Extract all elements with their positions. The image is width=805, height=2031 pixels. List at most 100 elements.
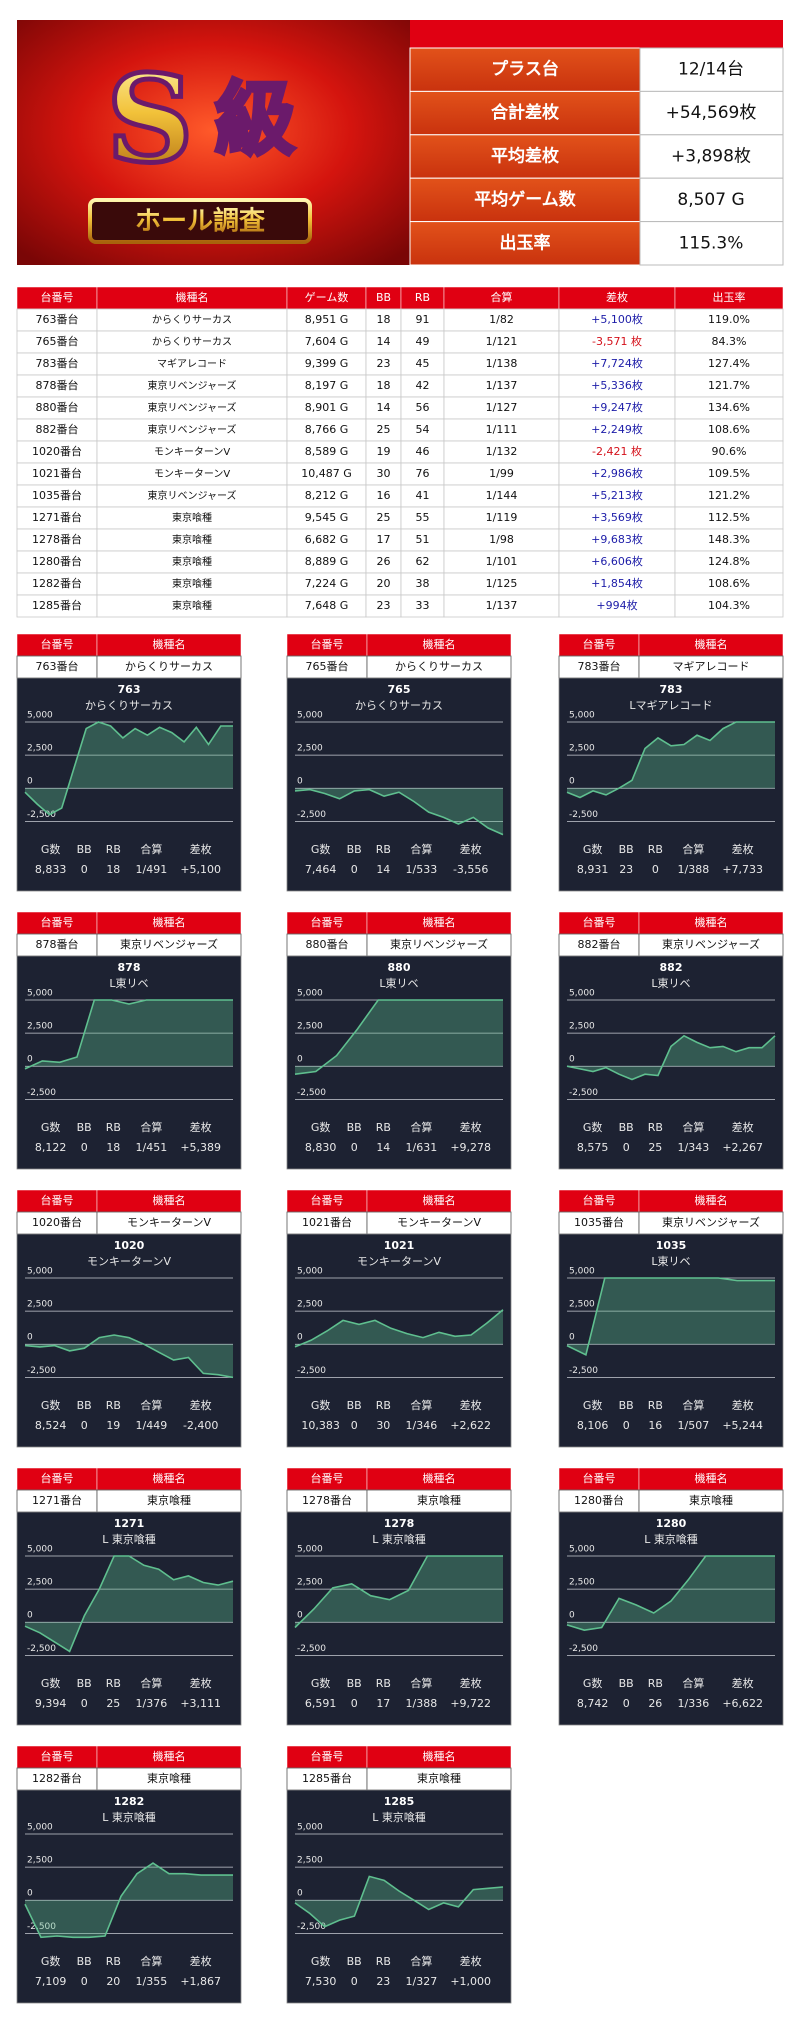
stat-label: BB xyxy=(619,1399,634,1412)
stat-value: +9,278 xyxy=(450,1141,491,1154)
stat-label: 合算 xyxy=(410,1954,432,1968)
y-tick-label: 5,000 xyxy=(569,1544,595,1554)
card-model: 東京喰種 xyxy=(689,1493,733,1507)
table-text: 9,545 G xyxy=(305,511,349,524)
card-number: 763番台 xyxy=(36,659,79,673)
area xyxy=(567,1278,775,1355)
stat-label: RB xyxy=(648,1121,663,1134)
table-text: 18 xyxy=(377,313,391,326)
card-label: 台番号 xyxy=(583,1471,616,1485)
table-text: 8,212 G xyxy=(305,489,349,502)
stat-label: BB xyxy=(77,1677,92,1690)
stat-label: 差枚 xyxy=(732,842,754,856)
logo-banner-text: ホール調査 xyxy=(135,206,265,237)
table-text: 1285番台 xyxy=(32,598,82,612)
card-model: 東京リベンジャーズ xyxy=(390,937,488,951)
chart-title: 1278 xyxy=(384,1517,415,1530)
y-tick-label: 0 xyxy=(297,777,303,787)
stat-value: 1/376 xyxy=(136,1697,168,1710)
area xyxy=(567,1556,775,1631)
stat-label: G数 xyxy=(311,1955,331,1968)
y-tick-label: 2,500 xyxy=(297,744,323,754)
stat-value: 30 xyxy=(376,1419,390,1432)
stat-value: 7,464 xyxy=(305,863,337,876)
y-tick-label: -2,500 xyxy=(27,810,56,820)
stat-value: +5,100 xyxy=(180,863,221,876)
stat-label: RB xyxy=(106,1677,121,1690)
stat-value: 0 xyxy=(351,1975,358,1988)
stat-value: 0 xyxy=(623,1697,630,1710)
table-text: 1/137 xyxy=(486,599,518,612)
card-label: 台番号 xyxy=(311,637,344,651)
table-text: 1271番台 xyxy=(32,510,82,524)
stat-label: 合算 xyxy=(410,842,432,856)
table-text: 1035番台 xyxy=(32,488,82,502)
card-label: 機種名 xyxy=(695,915,728,929)
table-text: 25 xyxy=(377,423,391,436)
chart-title: 1035 xyxy=(656,1239,687,1252)
stat-value: 14 xyxy=(376,863,390,876)
y-tick-label: 2,500 xyxy=(297,1578,323,1588)
table-text: 17 xyxy=(377,533,391,546)
stat-value: 1/507 xyxy=(678,1419,710,1432)
table-text: 1/119 xyxy=(486,511,518,524)
table-text: 108.6% xyxy=(708,577,750,590)
stat-label: G数 xyxy=(311,1121,331,1134)
table-text: +5,336枚 xyxy=(591,378,643,392)
stat-label: BB xyxy=(347,1399,362,1412)
table-text: 55 xyxy=(416,511,430,524)
stat-value: 6,591 xyxy=(305,1697,337,1710)
y-tick-label: -2,500 xyxy=(297,1644,326,1654)
stat-label: 差枚 xyxy=(460,842,482,856)
stat-value: 8,833 xyxy=(35,863,67,876)
area xyxy=(295,1556,503,1628)
summary-label: 出玉率 xyxy=(500,232,551,253)
stat-value: -2,400 xyxy=(183,1419,218,1432)
stat-value: 0 xyxy=(81,1141,88,1154)
y-tick-label: 2,500 xyxy=(569,1300,595,1310)
card-label: 機種名 xyxy=(153,637,186,651)
line xyxy=(294,1555,503,1629)
chart-subtitle: モンキーターンV xyxy=(357,1255,441,1268)
y-tick-label: 0 xyxy=(569,777,575,787)
stat-value: -3,556 xyxy=(453,863,488,876)
table-text: +7,724枚 xyxy=(591,356,643,370)
table-header: RB xyxy=(415,291,430,304)
table-text: 38 xyxy=(416,577,430,590)
stat-label: RB xyxy=(376,1955,391,1968)
table-text: 124.8% xyxy=(708,555,750,568)
stat-label: BB xyxy=(619,1677,634,1690)
y-tick-label: 0 xyxy=(297,1055,303,1065)
table-text: モンキーターンV xyxy=(154,468,230,480)
stat-value: 0 xyxy=(351,1141,358,1154)
y-tick-label: -2,500 xyxy=(297,1922,326,1932)
table-header: ゲーム数 xyxy=(305,291,349,304)
table-text: 84.3% xyxy=(712,335,747,348)
table-text: 1/101 xyxy=(486,555,518,568)
table-text: 8,197 G xyxy=(305,379,349,392)
stat-label: 合算 xyxy=(410,1120,432,1134)
y-tick-label: -2,500 xyxy=(297,810,326,820)
stat-label: RB xyxy=(648,1399,663,1412)
table-text: 東京喰種 xyxy=(172,577,212,590)
y-tick-label: 5,000 xyxy=(297,1544,323,1554)
chart-panel xyxy=(286,677,512,892)
table-text: 1/144 xyxy=(486,489,518,502)
table-text: 1282番台 xyxy=(32,576,82,590)
table-text: 東京喰種 xyxy=(172,599,212,612)
chart-panel xyxy=(558,1233,784,1448)
stat-label: 合算 xyxy=(140,1120,162,1134)
stat-value: +7,733 xyxy=(722,863,763,876)
stat-value: 16 xyxy=(648,1419,662,1432)
line xyxy=(566,721,775,799)
table-text: 1278番台 xyxy=(32,532,82,546)
card-model: マギアレコード xyxy=(673,660,750,673)
table-text: 8,901 G xyxy=(305,401,349,414)
chart-panel xyxy=(16,1233,242,1448)
table-text: +6,606枚 xyxy=(591,554,643,568)
stat-label: 合算 xyxy=(682,1120,704,1134)
table-text: 8,951 G xyxy=(305,313,349,326)
table-text: 19 xyxy=(377,445,391,458)
card-label: 機種名 xyxy=(423,915,456,929)
